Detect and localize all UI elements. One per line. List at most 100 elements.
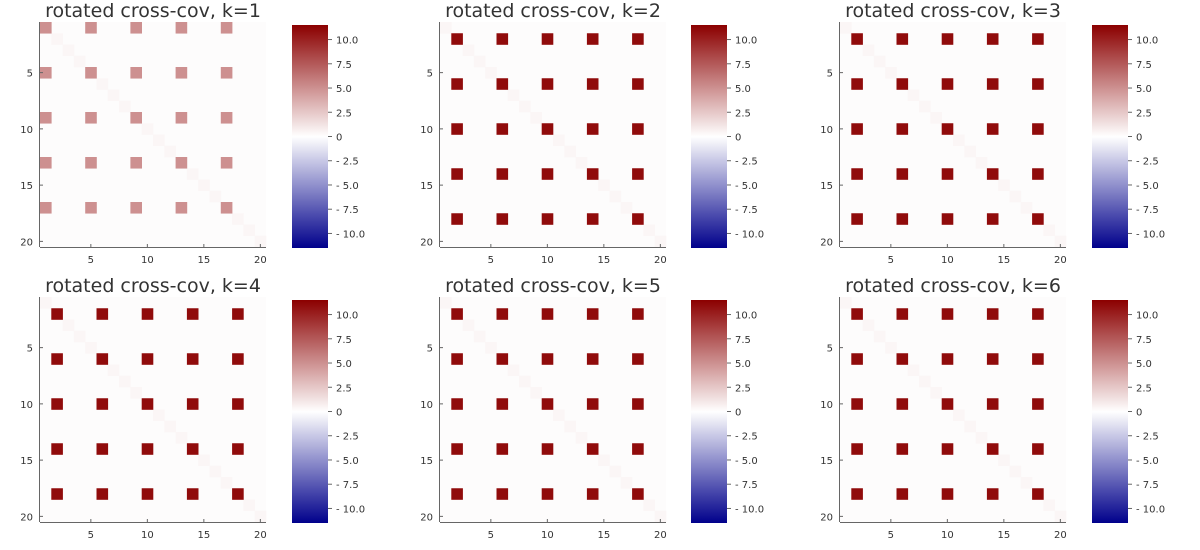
heatmap-diagonal-cell [485,67,497,79]
heatmap-cell [851,308,863,320]
y-tick-label: 5 [827,344,833,355]
heatmap-cell [896,353,909,365]
heatmap-cell [541,213,554,225]
heatmap-cell [451,308,463,320]
heatmap-diagonal-cell [564,145,576,158]
heatmap-diagonal-cell [473,55,486,68]
heatmap-diagonal-cell [507,364,520,377]
x-tick-label: 10 [941,255,954,266]
heatmap-diagonal-cell [998,179,1010,192]
colorbar [691,300,727,523]
heatmap-diagonal-cell [440,297,452,309]
heatmap-cell [51,488,63,500]
heatmap-diagonal-cell [1009,190,1022,203]
heatmap-cell [632,213,644,225]
heatmap-diagonal-cell [209,465,222,478]
heatmap-cell [232,443,244,455]
heatmap-cell [986,443,999,455]
chart-title: rotated cross-cov, k=2 [445,0,661,22]
heatmap-cell [496,443,509,455]
y-tick-label: 5 [27,344,33,355]
heatmap-cell [586,123,599,135]
y-tick-label: 15 [20,456,33,467]
heatmap-diagonal-cell [654,510,667,523]
x-tick-label: 10 [141,255,154,266]
colorbar-tick-label: - 7.5 [1136,205,1159,216]
heatmap-diagonal-cell [885,342,897,354]
colorbar-tick-label: - 2.5 [336,432,359,443]
heatmap-cell [896,168,909,180]
heatmap-cell [586,443,599,455]
x-tick-label: 15 [597,255,610,266]
colorbar-tick-label: 10.0 [1136,311,1158,322]
y-tick-label: 10 [20,125,33,136]
heatmap-cell [496,123,509,135]
colorbar-tick-label: - 10.0 [1136,229,1165,240]
heatmap-cell [186,488,199,500]
x-tick-label: 15 [197,255,210,266]
heatmap-cell [586,78,599,90]
heatmap-cell [541,33,554,45]
colorbar-tick-label: - 5.0 [336,181,359,192]
x-tick-label: 20 [1054,255,1067,266]
heatmap-diagonal-cell [620,477,633,489]
x-tick-label: 5 [888,255,894,266]
heatmap-diagonal-cell [119,100,131,113]
heatmap-diagonal-cell [953,409,965,422]
heatmap-cell [632,308,644,320]
colorbar-tick-label: 7.5 [336,60,352,71]
heatmap-cell [85,22,97,34]
heatmap-diagonal-cell [62,44,75,57]
heatmap-diagonal-cell [73,330,86,343]
colorbar-tick-label: 10.0 [735,311,757,322]
heatmap-cell [232,308,244,320]
colorbar [1092,25,1128,248]
heatmap-diagonal-cell [209,190,222,203]
y-tick-label: 5 [827,69,833,80]
x-tick-label: 10 [941,530,954,541]
heatmap-cell [141,443,154,455]
heatmap-panel-6: rotated cross-cov, k=6 5 10 15 20 5 10 15 20 10.0… [820,275,1165,541]
heatmap-cell [851,168,863,180]
heatmap-diagonal-cell [175,432,188,444]
colorbar-tick-label: 2.5 [336,108,352,119]
heatmap-diagonal-cell [643,224,655,237]
heatmap-cell [451,168,463,180]
heatmap-cell [941,168,954,180]
heatmap-cell [941,33,954,45]
heatmap-cell [130,22,142,34]
heatmap-cell [451,123,463,135]
heatmap-diagonal-cell [1054,510,1067,523]
chart-title: rotated cross-cov, k=5 [445,275,661,297]
heatmap-cell [451,488,463,500]
colorbar-tick-label: - 5.0 [1136,456,1159,467]
heatmap-cell [1032,308,1044,320]
heatmap-cell [896,308,909,320]
heatmap-cell [51,398,63,410]
heatmap-cell [232,353,244,365]
y-tick-label: 20 [420,237,433,248]
heatmap-cell [986,123,999,135]
heatmap-cell [175,112,188,124]
y-tick-label: 20 [20,237,33,248]
heatmap-cell [632,33,644,45]
chart-title: rotated cross-cov, k=6 [845,275,1061,297]
colorbar-tick-label: 10.0 [735,36,757,47]
colorbar-tick-label: - 5.0 [336,456,359,467]
colorbar-tick-label: 10.0 [1136,36,1158,47]
colorbar-tick-label: 5.0 [1136,359,1152,370]
heatmap-diagonal-cell [609,465,622,478]
heatmap-cell [586,33,599,45]
heatmap-cell [896,488,909,500]
heatmap-diagonal-cell [840,22,852,34]
heatmap-cell [632,443,644,455]
heatmap-diagonal-cell [141,123,154,135]
heatmap-panel-3: rotated cross-cov, k=3 5 10 15 20 5 10 15 20 10.0… [820,0,1165,266]
heatmap-cell [130,112,142,124]
colorbar-tick-label: - 2.5 [1136,432,1159,443]
heatmap-cell [632,123,644,135]
heatmap-cell [1032,488,1044,500]
heatmap-cell [1032,353,1044,365]
heatmap-cell [175,157,188,169]
heatmap-cell [541,443,554,455]
